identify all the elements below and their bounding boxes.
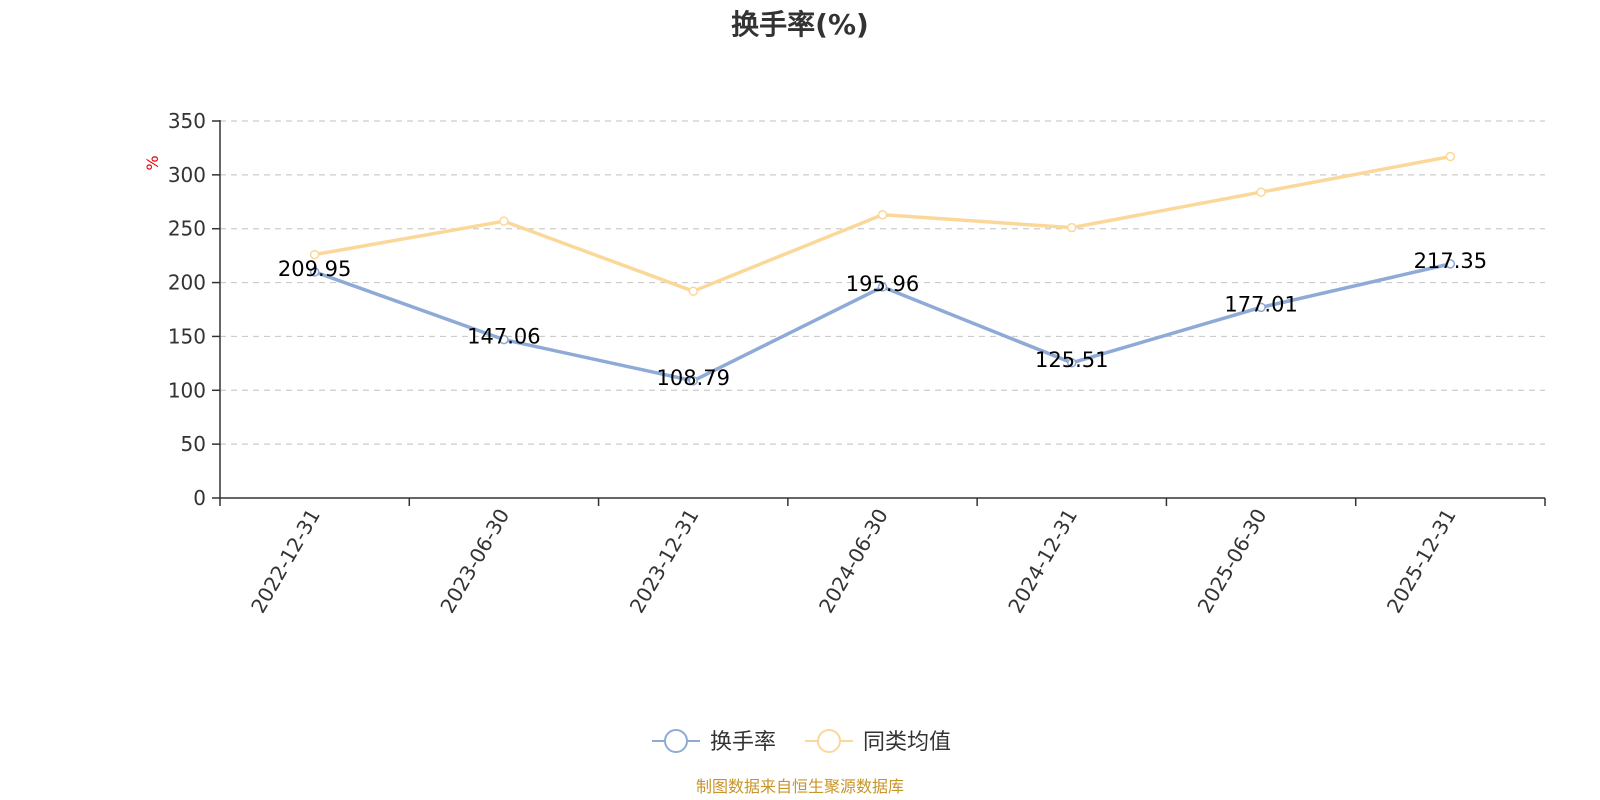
data-point	[1067, 222, 1077, 233]
axes	[219, 120, 1545, 499]
data-point	[688, 376, 698, 386]
data-label: 209.95	[278, 257, 351, 281]
data-point	[499, 216, 509, 226]
data-point	[1067, 358, 1077, 368]
legend-label: 换手率	[710, 730, 776, 755]
legend: 换手率 同类均值	[652, 729, 951, 755]
data-point	[1256, 302, 1266, 313]
data-point	[1256, 187, 1266, 197]
y-tick-label: 300	[168, 163, 206, 187]
x-axis-ticks: 2022-12-31 2023-06-30 2023-12-31 2024-06-30…	[219, 498, 1546, 618]
legend-item-0[interactable]: 换手率	[652, 729, 776, 755]
data-point	[309, 267, 320, 277]
data-label: 217.35	[1414, 249, 1487, 273]
y-tick-label: 350	[168, 109, 206, 133]
chart-title: 换手率(%)	[731, 8, 869, 41]
legend-marker	[664, 729, 688, 753]
data-point	[877, 282, 888, 292]
y-tick-label: 150	[168, 324, 206, 348]
y-tick-label: 250	[168, 217, 206, 241]
x-tick-label: 2023-12-31	[625, 505, 704, 618]
series-1	[309, 151, 1456, 296]
data-point	[309, 249, 320, 260]
x-tick-label: 2024-12-31	[1003, 505, 1082, 618]
data-label: 125.51	[1035, 348, 1108, 372]
x-tick-label: 2024-06-30	[814, 505, 893, 618]
data-label: 108.79	[656, 366, 729, 390]
series-layer: 209.95 147.06 108.79 195.96 125.51 177.01 217.…	[278, 151, 1487, 390]
data-point	[1445, 151, 1456, 162]
series-0: 209.95 147.06 108.79 195.96 125.51 177.01 217.…	[278, 249, 1487, 390]
data-label: 195.96	[846, 272, 919, 296]
y-axis-ticks: 0 50 100 150 200 250 300 350	[168, 109, 220, 510]
legend-item-1[interactable]: 同类均值	[805, 729, 951, 755]
x-tick-label: 2023-06-30	[435, 505, 514, 618]
data-point	[877, 209, 888, 220]
y-tick-label: 0	[193, 486, 206, 510]
y-tick-label: 100	[168, 378, 206, 402]
data-label: 147.06	[467, 325, 540, 349]
gridlines	[220, 120, 1545, 445]
y-tick-label: 200	[168, 271, 206, 295]
source-note: 制图数据来自恒生聚源数据库	[696, 777, 904, 796]
x-tick-label: 2025-12-31	[1382, 505, 1461, 618]
x-tick-label: 2022-12-31	[246, 505, 325, 618]
y-axis-label: %	[143, 155, 162, 170]
legend-label: 同类均值	[863, 730, 951, 755]
legend-marker	[817, 729, 841, 753]
x-tick-label: 2025-06-30	[1192, 505, 1271, 618]
data-point	[499, 334, 509, 345]
data-point	[688, 286, 698, 296]
y-tick-label: 50	[181, 432, 206, 456]
data-point	[1445, 259, 1456, 269]
data-label: 177.01	[1224, 292, 1297, 316]
